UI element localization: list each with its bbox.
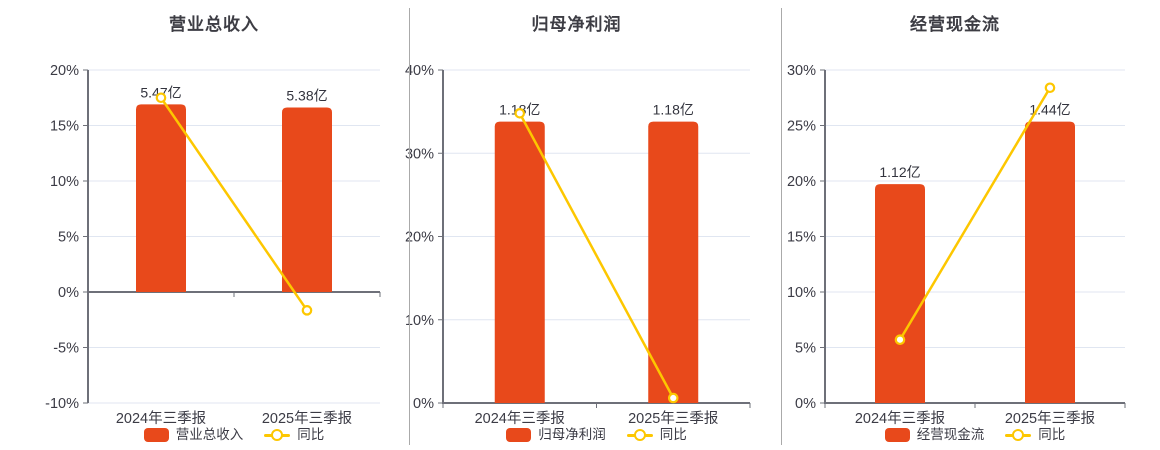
line-legend-marker bbox=[1012, 429, 1025, 441]
y-axis-label: 15% bbox=[787, 230, 816, 246]
panel-divider bbox=[781, 8, 782, 445]
bar-legend-label[interactable]: 归母净利润 bbox=[538, 427, 606, 442]
y-axis-label: -5% bbox=[53, 341, 79, 357]
bar[interactable] bbox=[1025, 121, 1075, 404]
bar[interactable] bbox=[494, 121, 545, 404]
bar-legend-label[interactable]: 营业总收入 bbox=[175, 427, 244, 442]
y-axis-label: 30% bbox=[405, 146, 434, 162]
line-legend-label[interactable]: 同比 bbox=[1038, 427, 1066, 442]
yoy-line-marker[interactable] bbox=[514, 107, 526, 119]
bar[interactable] bbox=[648, 121, 699, 404]
y-axis-label: 10% bbox=[50, 174, 79, 190]
bar-legend-label[interactable]: 经营现金流 bbox=[916, 427, 985, 442]
y-axis-label: 0% bbox=[795, 396, 816, 412]
bar-value-label: 1.12亿 bbox=[879, 164, 920, 180]
line-legend-icon[interactable] bbox=[264, 429, 291, 442]
bar-legend-swatch[interactable] bbox=[506, 428, 532, 442]
chart-legend: 归母净利润 同比 bbox=[443, 425, 750, 445]
x-axis-label: 2025年三季报 bbox=[262, 410, 352, 427]
bar[interactable] bbox=[136, 104, 186, 292]
line-legend-marker bbox=[271, 429, 284, 441]
bar[interactable] bbox=[282, 107, 332, 292]
yoy-line bbox=[518, 112, 675, 399]
y-axis-label: 20% bbox=[787, 174, 816, 190]
y-axis-label: 25% bbox=[787, 119, 816, 135]
chart-legend: 经营现金流 同比 bbox=[825, 425, 1125, 445]
x-axis-label: 2024年三季报 bbox=[855, 410, 945, 427]
yoy-line-marker[interactable] bbox=[894, 334, 906, 346]
y-axis-label: 15% bbox=[50, 119, 79, 135]
y-axis-label: 5% bbox=[795, 341, 816, 357]
y-axis-label: 20% bbox=[405, 230, 434, 246]
line-legend-icon[interactable] bbox=[626, 429, 653, 442]
bar-value-label: 5.38亿 bbox=[286, 87, 327, 103]
line-legend-icon[interactable] bbox=[1005, 429, 1032, 442]
yoy-line-marker[interactable] bbox=[301, 305, 313, 316]
x-axis-label: 2024年三季报 bbox=[475, 410, 565, 427]
yoy-line-marker[interactable] bbox=[155, 92, 167, 104]
line-legend-label[interactable]: 同比 bbox=[659, 427, 687, 442]
y-axis-label: 0% bbox=[58, 285, 79, 301]
chart-title-net-profit: 归母净利润 bbox=[531, 15, 622, 34]
yoy-line-marker[interactable] bbox=[667, 392, 679, 404]
x-axis-label: 2025年三季报 bbox=[628, 410, 718, 427]
bar-legend-swatch[interactable] bbox=[143, 428, 169, 442]
bar-legend-swatch[interactable] bbox=[884, 428, 910, 442]
yoy-line-marker[interactable] bbox=[1044, 82, 1056, 94]
chart-title-revenue: 营业总收入 bbox=[169, 15, 259, 34]
y-axis-label: 20% bbox=[50, 63, 79, 79]
y-axis-label: 10% bbox=[787, 285, 816, 301]
y-axis-label: 30% bbox=[787, 63, 816, 79]
chart-legend: 营业总收入 同比 bbox=[88, 425, 380, 445]
line-legend-label[interactable]: 同比 bbox=[297, 427, 325, 442]
x-axis-label: 2024年三季报 bbox=[116, 410, 206, 427]
y-axis-label: 10% bbox=[405, 313, 434, 329]
bar[interactable] bbox=[875, 184, 925, 403]
chart-title-cash-flow: 经营现金流 bbox=[910, 15, 1000, 34]
y-axis-label: -10% bbox=[45, 396, 79, 412]
bar-value-label: 1.18亿 bbox=[653, 102, 694, 118]
line-legend-marker bbox=[633, 429, 646, 441]
x-axis-label: 2025年三季报 bbox=[1005, 410, 1095, 427]
yoy-line bbox=[898, 87, 1052, 341]
yoy-line bbox=[159, 97, 309, 312]
panel-divider bbox=[409, 8, 410, 445]
y-axis-label: 0% bbox=[413, 396, 434, 412]
y-axis-label: 5% bbox=[58, 230, 79, 246]
bar-value-label: 5.47亿 bbox=[140, 84, 181, 100]
y-axis-label: 40% bbox=[405, 63, 434, 79]
